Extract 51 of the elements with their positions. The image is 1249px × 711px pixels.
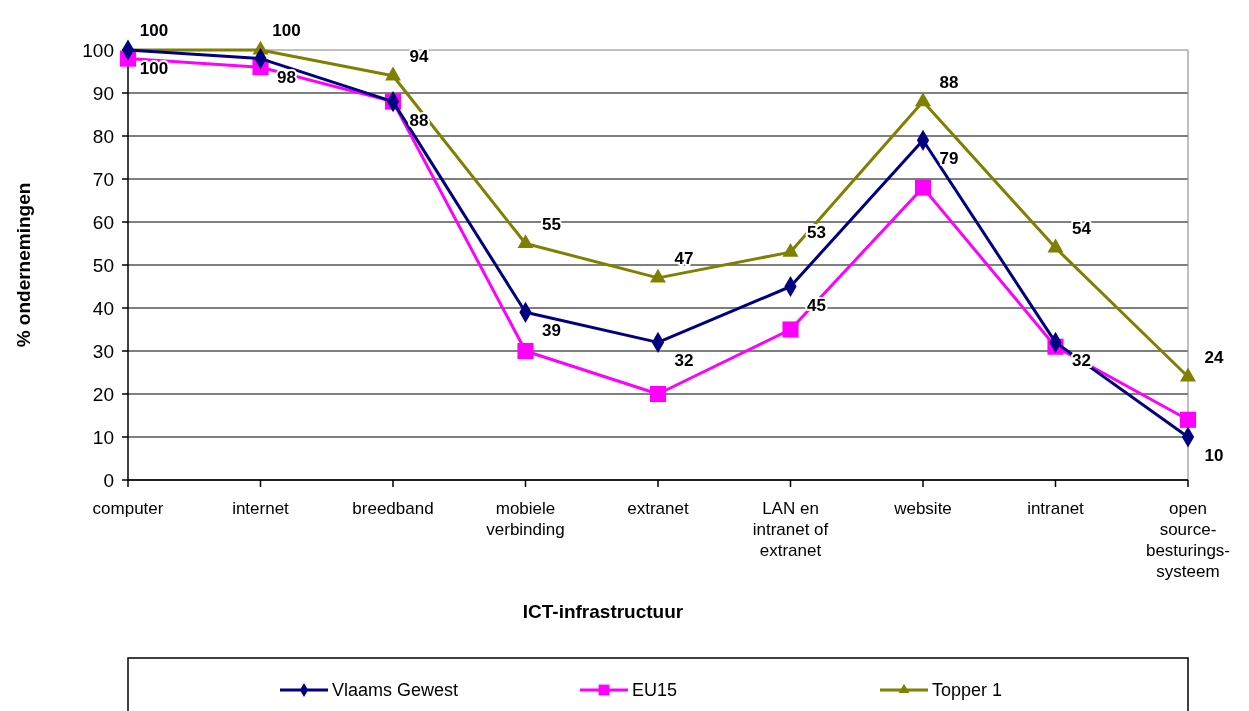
point — [914, 179, 932, 196]
legend-label: Vlaams Gewest — [332, 680, 459, 701]
x-tick-label: extranet — [627, 499, 689, 518]
y-tick-label: 20 — [92, 383, 114, 405]
point — [1179, 411, 1197, 428]
point — [782, 321, 799, 338]
y-tick-label: 0 — [103, 469, 114, 491]
point — [915, 92, 931, 107]
data-label: 24 — [1204, 347, 1224, 367]
y-tick-label: 80 — [92, 125, 114, 147]
y-axis-title: % ondernemingen — [13, 182, 34, 348]
y-tick-label: 50 — [92, 254, 114, 276]
data-label: 54 — [1072, 218, 1092, 238]
data-label: 55 — [542, 214, 561, 234]
point — [649, 385, 667, 403]
point — [1180, 367, 1196, 382]
y-tick-label: 90 — [92, 82, 114, 104]
y-tick-label: 100 — [82, 39, 114, 61]
x-tick-label: computer — [92, 499, 164, 518]
data-label: 10 — [1204, 446, 1224, 465]
data-label: 79 — [939, 149, 959, 169]
point — [517, 234, 534, 249]
data-label: 100 — [139, 21, 169, 40]
y-tick-label: 10 — [92, 426, 114, 448]
data-label: 94 — [409, 46, 429, 66]
x-tick-label: intranet — [1027, 499, 1085, 518]
data-label: 47 — [674, 248, 694, 268]
point — [517, 342, 534, 360]
data-label: 100 — [272, 21, 301, 40]
y-tick-label: 60 — [92, 211, 114, 233]
data-label: 88 — [939, 72, 959, 92]
data-label: 32 — [674, 351, 694, 371]
legend-label: EU15 — [632, 680, 678, 701]
data-label: 53 — [807, 223, 826, 243]
x-tick-label: breedband — [352, 499, 434, 518]
x-tick-label: open source-besturings-systeem — [1145, 499, 1231, 581]
data-label: 39 — [542, 321, 561, 341]
data-label: 88 — [409, 110, 429, 130]
point — [1047, 238, 1064, 253]
legend-label: Topper 1 — [932, 680, 1003, 701]
y-tick-label: 40 — [92, 297, 114, 319]
x-axis-title: ICT-infrastructuur — [522, 601, 684, 622]
y-tick-label: 70 — [92, 168, 114, 190]
x-tick-label: mobiele verbinding — [486, 499, 565, 539]
x-tick-label: internet — [232, 499, 290, 518]
x-tick-label: LAN en intranet of extranet — [752, 499, 829, 560]
y-tick-label: 30 — [92, 340, 114, 362]
x-tick-label: website — [893, 499, 952, 518]
data-label: 100 — [139, 59, 169, 78]
point — [385, 66, 401, 81]
point — [650, 268, 666, 283]
